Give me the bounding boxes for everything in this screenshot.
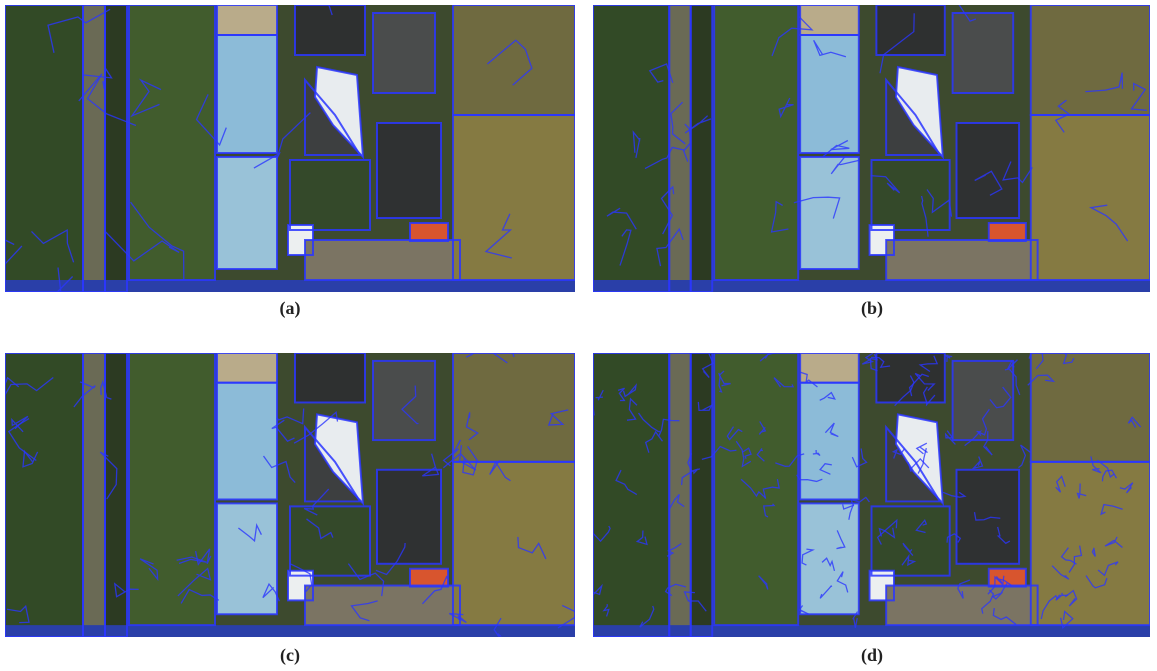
field-right <box>1031 115 1150 280</box>
roof <box>373 13 435 93</box>
hedge <box>691 353 712 637</box>
roof <box>295 353 365 402</box>
field-right <box>1031 462 1150 625</box>
figure: (a) (b) (c) (d) <box>0 0 1157 671</box>
panel-label: (d) <box>822 645 922 666</box>
hedge <box>105 5 127 292</box>
street <box>5 280 575 292</box>
path <box>83 5 105 292</box>
segmented-image <box>593 5 1150 292</box>
court-top <box>217 353 277 383</box>
court-top <box>800 353 859 383</box>
roof <box>373 361 435 440</box>
court <box>217 157 277 269</box>
court <box>800 503 859 614</box>
garden <box>290 160 370 230</box>
car <box>410 569 448 587</box>
field <box>593 353 669 637</box>
car <box>989 223 1026 241</box>
lawn <box>714 5 798 280</box>
panel-label: (a) <box>240 298 340 319</box>
lawn <box>129 5 215 280</box>
field-right <box>453 462 575 625</box>
garden <box>872 160 950 230</box>
panel-label: (c) <box>240 645 340 666</box>
roof <box>953 361 1014 440</box>
lawn <box>129 353 215 625</box>
roof <box>957 123 1020 218</box>
court <box>217 503 277 614</box>
court <box>217 35 277 153</box>
field-right <box>1031 353 1150 462</box>
path <box>83 353 105 637</box>
roof <box>957 470 1020 564</box>
street <box>593 280 1150 292</box>
field-right <box>453 5 575 115</box>
field-right <box>453 115 575 280</box>
roof <box>377 470 441 564</box>
street <box>5 625 575 637</box>
car <box>410 223 448 241</box>
field <box>5 353 83 637</box>
court <box>217 383 277 500</box>
segmented-image <box>5 5 575 292</box>
roof <box>953 13 1014 93</box>
segmented-image <box>5 353 575 637</box>
field-right <box>453 353 575 462</box>
roof <box>876 5 944 55</box>
panel-label: (b) <box>822 298 922 319</box>
field <box>5 5 83 292</box>
garden <box>290 506 370 575</box>
path <box>669 353 690 637</box>
court-top <box>217 5 277 35</box>
street <box>593 625 1150 637</box>
field-right <box>1031 5 1150 115</box>
roof <box>295 5 365 55</box>
yard <box>886 240 1037 280</box>
segmented-image <box>593 353 1150 637</box>
hedge <box>691 5 712 292</box>
garden <box>872 506 950 575</box>
court <box>800 383 859 500</box>
court-top <box>800 5 859 35</box>
lawn <box>714 353 798 625</box>
yard <box>305 240 460 280</box>
roof <box>377 123 441 218</box>
court <box>800 157 859 269</box>
